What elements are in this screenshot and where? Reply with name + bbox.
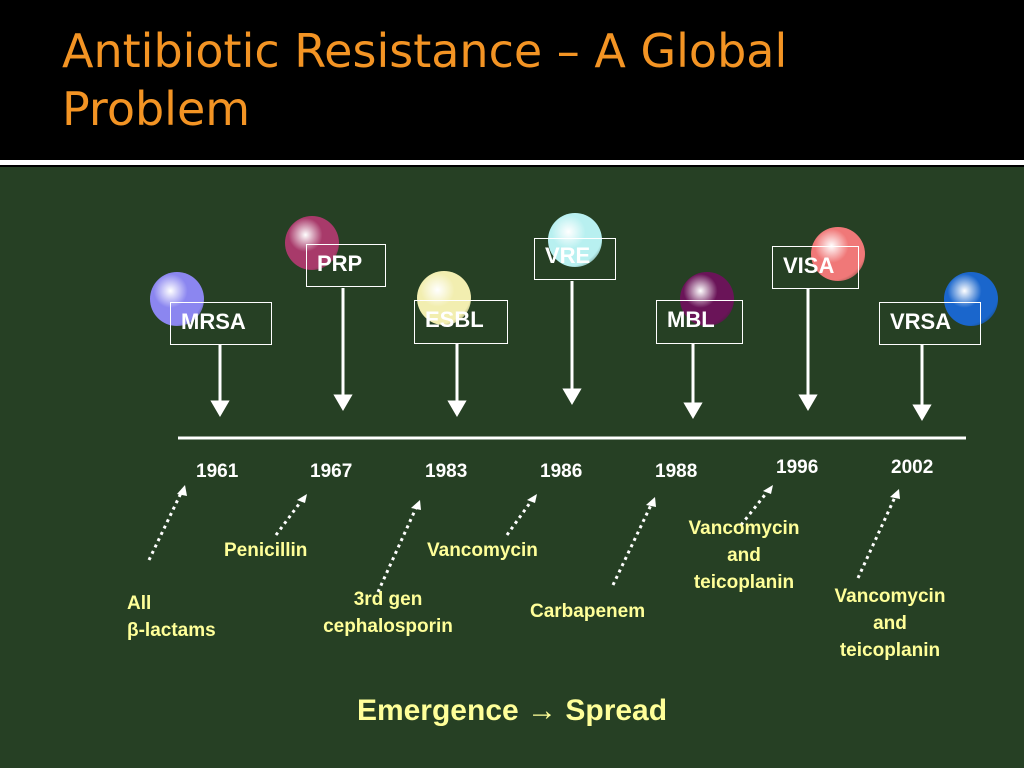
drug-vancomycin: Vancomycin <box>427 540 538 561</box>
prp-label: PRP <box>306 244 386 287</box>
vre-sphere <box>548 213 602 267</box>
drug-cef-line2: cephalosporin <box>323 616 453 637</box>
drug-vt2-b: and <box>873 613 907 634</box>
year-1967: 1967 <box>310 461 353 482</box>
prp-sphere <box>285 216 339 270</box>
emergence-arrows <box>210 281 932 421</box>
year-2002: 2002 <box>891 457 934 478</box>
page-title: Antibiotic Resistance – A Global Problem <box>62 24 788 136</box>
drug-dotted-arrows <box>147 490 897 593</box>
drug-all-beta-lactams: All β-lactams <box>127 590 216 644</box>
drug-vt2-c: teicoplanin <box>839 640 941 661</box>
mbl-label: MBL <box>656 300 743 344</box>
drug-vanco-teico-2002: Vancomycin and teicoplanin <box>818 583 962 664</box>
drug-beta-lactams: β-lactams <box>127 620 216 641</box>
mrsa-sphere <box>150 272 204 326</box>
year-1961: 1961 <box>196 461 239 482</box>
visa-label: VISA <box>772 246 859 289</box>
esbl-sphere <box>417 271 471 325</box>
emergence-spread-caption: Emergence → Spread <box>356 694 668 727</box>
mbl-sphere <box>680 272 734 326</box>
esbl-label: ESBL <box>414 300 508 344</box>
drug-vt1-c: teicoplanin <box>693 572 795 593</box>
drug-carbapenem: Carbapenem <box>530 601 646 622</box>
drug-vt2-a: Vancomycin <box>834 586 946 607</box>
drug-all: All <box>127 593 152 614</box>
drug-vt1-a: Vancomycin <box>688 518 800 539</box>
year-1983: 1983 <box>425 461 468 482</box>
drug-penicillin: Penicillin <box>224 540 308 561</box>
vrsa-sphere <box>944 272 998 326</box>
drug-cephalosporin: 3rd gen cephalosporin <box>308 586 468 640</box>
year-1986: 1986 <box>540 461 583 482</box>
drug-arrowheads <box>177 485 900 510</box>
drug-cef-line1: 3rd gen <box>353 589 423 610</box>
year-1988: 1988 <box>655 461 698 482</box>
drug-vt1-b: and <box>727 545 761 566</box>
year-1996: 1996 <box>776 457 819 478</box>
title-bar: Antibiotic Resistance – A Global Problem <box>0 0 1024 160</box>
drug-vanco-teico-1996: Vancomycin and teicoplanin <box>672 515 816 596</box>
mrsa-label: MRSA <box>170 302 272 345</box>
title-divider <box>0 160 1024 165</box>
vre-label: VRE <box>534 238 616 280</box>
vrsa-label: VRSA <box>879 302 981 345</box>
visa-sphere <box>811 227 865 281</box>
